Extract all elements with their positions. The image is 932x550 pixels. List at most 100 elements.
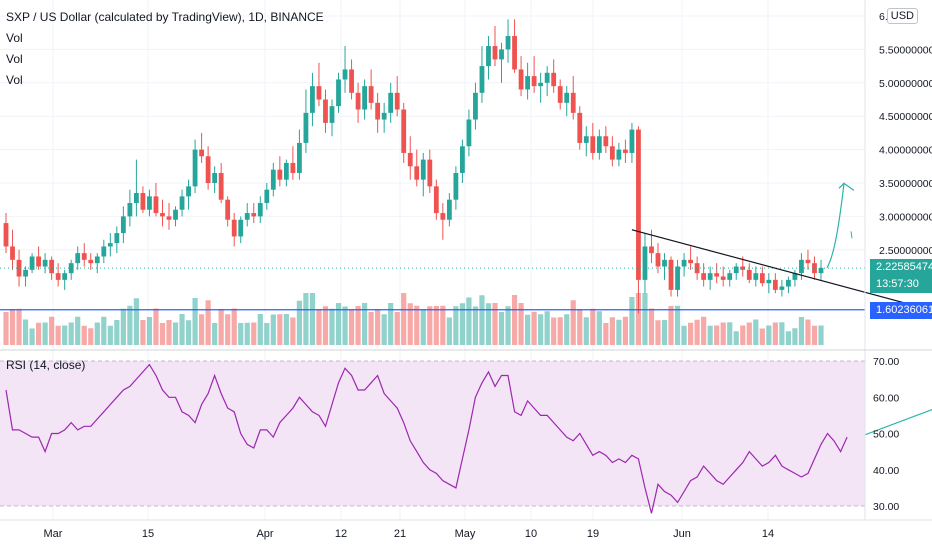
volume-bar bbox=[362, 303, 368, 345]
volume-bar bbox=[629, 297, 635, 345]
volume-bar bbox=[655, 320, 661, 345]
candle-body bbox=[492, 46, 498, 60]
volume-bar bbox=[348, 309, 355, 345]
volume-bar bbox=[648, 308, 655, 345]
time-tick-label: 21 bbox=[394, 528, 406, 540]
candle-body bbox=[114, 233, 120, 244]
volume-bar bbox=[511, 295, 518, 345]
candle-body bbox=[49, 259, 55, 274]
candle-body bbox=[23, 269, 28, 277]
candle-body bbox=[16, 259, 22, 277]
volume-bar bbox=[49, 316, 55, 345]
candle-body bbox=[636, 129, 641, 280]
candle-body bbox=[36, 256, 41, 267]
price-tick-label: 4.00000000 bbox=[879, 145, 932, 157]
volume-bar bbox=[746, 322, 752, 345]
volume-bar bbox=[798, 317, 805, 345]
volume-bar bbox=[238, 323, 244, 345]
volume-bar bbox=[453, 306, 459, 345]
volume-bar bbox=[322, 306, 329, 345]
projection-arrow-mark bbox=[850, 231, 853, 239]
volume-bar bbox=[251, 322, 257, 345]
volume-bar bbox=[485, 303, 492, 345]
candle-body bbox=[694, 263, 700, 274]
candle-body bbox=[714, 273, 720, 277]
candle-body bbox=[199, 149, 204, 157]
volume-bar bbox=[577, 309, 583, 345]
candle-body bbox=[518, 69, 524, 90]
volume-bar bbox=[257, 314, 263, 345]
volume-bar bbox=[740, 325, 746, 345]
candle-body bbox=[323, 99, 328, 123]
volume-bar bbox=[668, 306, 674, 345]
volume-bar bbox=[159, 323, 166, 345]
volume-bar bbox=[538, 314, 544, 345]
candle-body bbox=[160, 213, 165, 217]
candle-body bbox=[688, 259, 693, 264]
candle-body bbox=[218, 172, 224, 200]
candle-body bbox=[231, 219, 237, 237]
volume-bar bbox=[616, 319, 622, 345]
volume-bar bbox=[583, 317, 589, 345]
rsi-tick-label: 50.00 bbox=[873, 429, 899, 441]
volume-bars bbox=[3, 293, 824, 345]
time-tick-label: 15 bbox=[142, 528, 154, 540]
candle-body bbox=[427, 159, 433, 187]
candle-body bbox=[609, 146, 615, 160]
volume-bar bbox=[355, 306, 361, 345]
volume-bar bbox=[446, 317, 452, 345]
volume-bar bbox=[88, 328, 94, 345]
volume-legend-1: Vol bbox=[6, 31, 23, 45]
candle-body bbox=[394, 92, 400, 110]
candle-body bbox=[310, 86, 315, 113]
candle-body bbox=[414, 166, 420, 180]
currency-badge[interactable]: USD bbox=[886, 8, 918, 24]
volume-bar bbox=[459, 303, 465, 345]
candle-body bbox=[153, 196, 159, 214]
candle-body bbox=[75, 253, 81, 264]
volume-bar bbox=[414, 305, 420, 345]
grid bbox=[0, 0, 865, 520]
candle-body bbox=[740, 266, 746, 270]
candle-body bbox=[349, 69, 354, 93]
candle-body bbox=[577, 112, 583, 143]
volume-bar bbox=[309, 293, 316, 345]
volume-bar bbox=[218, 309, 224, 345]
volume-bar bbox=[727, 322, 733, 345]
volume-bar bbox=[394, 312, 400, 345]
volume-bar bbox=[388, 303, 394, 345]
volume-bar bbox=[531, 311, 537, 345]
volume-bar bbox=[375, 309, 381, 345]
candle-body bbox=[420, 159, 426, 180]
candle-body bbox=[283, 162, 289, 180]
volume-bar bbox=[603, 323, 609, 345]
volume-bar bbox=[772, 322, 778, 345]
volume-bar bbox=[505, 306, 511, 345]
price-levels bbox=[0, 267, 865, 311]
volume-bar bbox=[22, 319, 29, 345]
rsi-pane bbox=[0, 360, 865, 514]
volume-bar bbox=[433, 306, 439, 345]
candle-body bbox=[270, 169, 276, 190]
candle-body bbox=[590, 136, 596, 153]
candle-body bbox=[512, 36, 517, 70]
price-tick-label: 5.50000000 bbox=[879, 44, 932, 56]
candle-body bbox=[460, 146, 465, 173]
projection-arrow bbox=[826, 182, 855, 269]
volume-bar bbox=[518, 303, 524, 345]
volume-bar bbox=[564, 314, 570, 345]
volume-bar bbox=[544, 311, 550, 345]
candle-body bbox=[779, 286, 785, 290]
volume-bar bbox=[609, 317, 615, 345]
time-tick-label: May bbox=[455, 528, 476, 540]
volume-bar bbox=[225, 314, 231, 345]
volume-bar bbox=[133, 298, 139, 345]
rsi-tick-label: 30.00 bbox=[873, 501, 899, 513]
candle-body bbox=[505, 36, 511, 50]
candle-body bbox=[551, 72, 557, 87]
price-tick-label: 2.50000000 bbox=[879, 245, 932, 257]
volume-bar bbox=[701, 316, 707, 345]
volume-bar bbox=[192, 298, 198, 345]
